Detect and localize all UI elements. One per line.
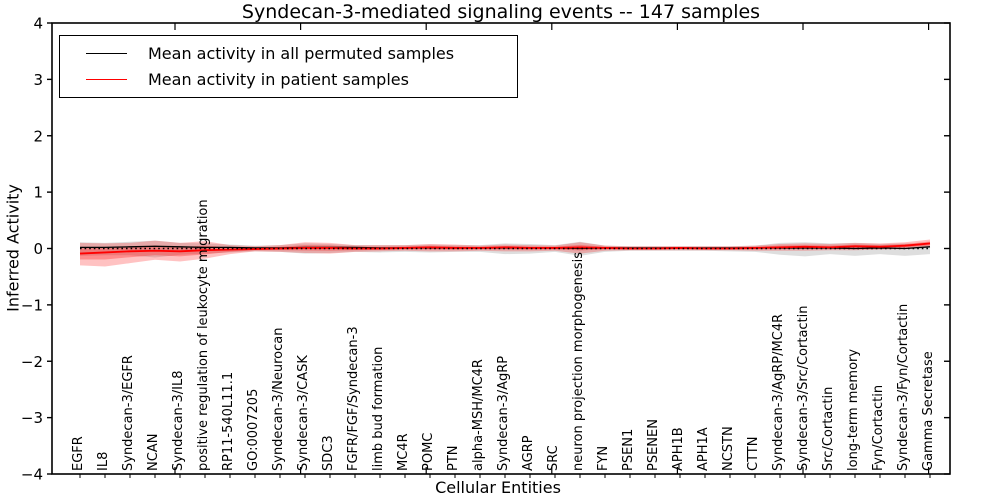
y-tick-label: 2 [33, 127, 43, 145]
patient-range-band [80, 239, 930, 267]
x-tick-label: FGFR/FGF/Syndecan-3 [346, 326, 361, 471]
x-tick-label: GO:0007205 [246, 389, 261, 471]
y-tick-label: −1 [21, 296, 43, 314]
x-tick-label: APH1B [671, 427, 686, 471]
x-tick-label: NCSTN [721, 426, 736, 471]
x-tick-label: SRC [546, 445, 561, 471]
x-tick-label: RP11-540L11.1 [221, 372, 236, 471]
x-tick-label: Fyn/Cortactin [871, 385, 886, 471]
x-tick-label: PSENEN [646, 419, 661, 471]
x-tick-label: EGFR [71, 436, 86, 471]
x-tick-label: MC4R [396, 433, 411, 471]
x-tick-label: alpha-MSH/MC4R [471, 359, 486, 471]
patient-mean-line [79, 242, 931, 255]
y-tick-label: −3 [21, 409, 43, 427]
legend-item-permuted: Mean activity in all permuted samples [86, 44, 517, 63]
patient-range-band-inner [80, 241, 930, 260]
x-tick-label: Gamma Secretase [921, 351, 936, 471]
x-tick-label: APH1A [696, 427, 711, 471]
y-axis-label: Inferred Activity [3, 184, 23, 312]
x-tick-label: CTTN [746, 437, 761, 471]
x-tick-label: positive regulation of leukocyte migrati… [196, 199, 211, 471]
x-tick-label: Syndecan-3/Src/Cortactin [796, 305, 811, 471]
y-tick-label: 0 [33, 240, 43, 258]
x-tick-label: PSEN1 [621, 429, 636, 471]
x-tick-label: Syndecan-3/Fyn/Cortactin [896, 304, 911, 471]
x-tick-label: IL8 [96, 452, 111, 471]
y-tick-label: −4 [21, 466, 43, 484]
x-tick-label: Syndecan-3/EGFR [121, 355, 136, 471]
x-tick-label: POMC [421, 433, 436, 471]
legend-item-patient: Mean activity in patient samples [86, 70, 517, 89]
permuted-range-band [80, 240, 930, 258]
x-tick-label: long-term memory [846, 349, 861, 471]
legend-label-permuted: Mean activity in all permuted samples [148, 43, 455, 63]
x-tick-label: Syndecan-3/IL8 [171, 371, 186, 471]
x-tick-label: FYN [596, 446, 611, 471]
permuted-line-swatch-icon [86, 52, 127, 54]
x-axis-label: Cellular Entities [435, 478, 561, 497]
x-tick-label: Syndecan-3/CASK [296, 355, 311, 471]
x-tick-label: PTN [446, 445, 461, 471]
x-tick-label: Src/Cortactin [821, 387, 836, 471]
x-tick-label: limb bud formation [371, 347, 386, 471]
x-tick-label: SDC3 [321, 435, 336, 471]
patient-line-swatch-icon [86, 79, 127, 81]
x-tick-label: Syndecan-3/AgRP/MC4R [771, 314, 786, 471]
x-tick-label: Syndecan-3/Neurocan [271, 328, 286, 471]
y-tick-label: 4 [33, 15, 43, 33]
x-tick-label: neuron projection morphogenesis [571, 252, 586, 471]
x-tick-label: NCAN [146, 434, 161, 471]
legend: Mean activity in all permuted samples Me… [59, 35, 518, 98]
y-tick-label: 1 [33, 184, 43, 202]
y-tick-label: 3 [33, 71, 43, 89]
chart-title: Syndecan-3-mediated signaling events -- … [241, 1, 761, 23]
y-tick-label: −2 [21, 353, 43, 371]
x-tick-label: Syndecan-3/AgRP [496, 356, 511, 471]
legend-label-patient: Mean activity in patient samples [148, 70, 409, 90]
x-tick-label: AGRP [521, 435, 536, 471]
